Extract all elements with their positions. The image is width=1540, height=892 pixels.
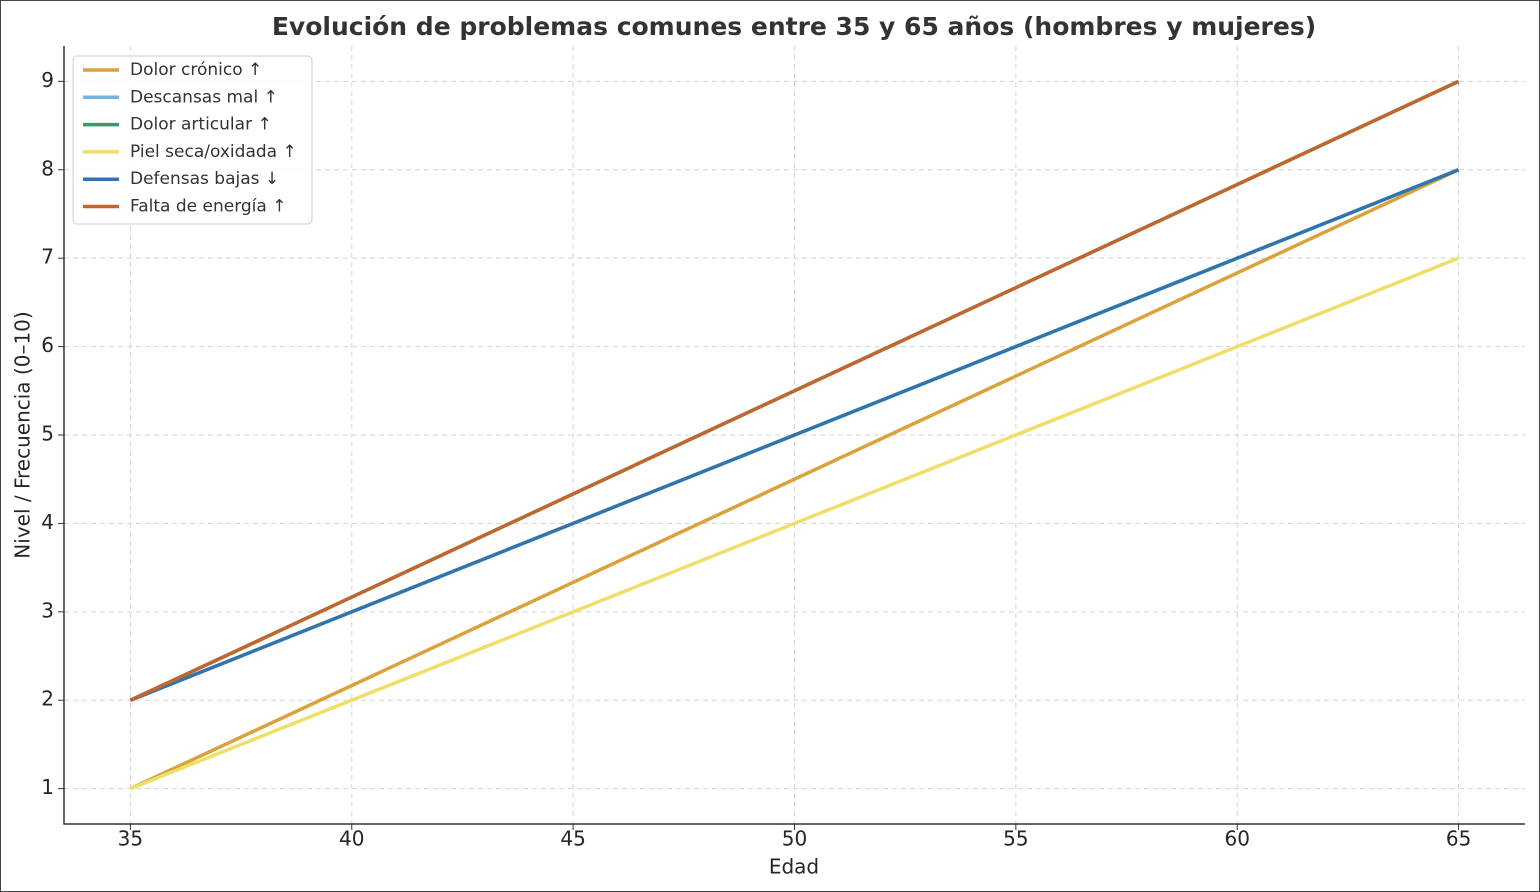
x-tick-label: 65: [1446, 827, 1471, 851]
series-line: [129, 79, 1460, 702]
x-tick-label: 55: [1003, 827, 1028, 851]
x-tick-label: 60: [1225, 827, 1250, 851]
x-tick-label: 45: [560, 827, 585, 851]
x-axis-label: Edad: [769, 855, 819, 879]
legend-label: Defensas bajas ↓: [130, 169, 279, 189]
x-tick-label: 35: [118, 827, 143, 851]
legend-label: Piel seca/oxidada ↑: [130, 142, 297, 162]
legend-box: [72, 55, 313, 225]
legend-label: Descansas mal ↑: [130, 87, 278, 107]
y-tick-label: 5: [41, 422, 54, 446]
x-tick-label: 50: [782, 827, 807, 851]
y-tick-label: 8: [41, 156, 54, 180]
y-tick-label: 6: [41, 333, 54, 357]
axes: [63, 46, 1525, 825]
series-line: [129, 168, 1460, 702]
y-tick-label: 3: [41, 598, 54, 622]
legend-label: Dolor articular ↑: [130, 115, 272, 135]
y-axis-label: Nivel / Frecuencia (0–10): [11, 311, 35, 558]
y-tick-label: 7: [41, 245, 54, 269]
legend-label: Falta de energía ↑: [130, 197, 286, 217]
y-tick-label: 9: [41, 68, 54, 92]
series-line: [129, 256, 1460, 791]
y-tick-label: 1: [41, 775, 54, 799]
legend-label: Dolor crónico ↑: [130, 60, 262, 80]
chart-title: Evolución de problemas comunes entre 35 …: [272, 12, 1316, 41]
y-tick-label: 4: [41, 510, 54, 534]
series-line: [129, 168, 1460, 791]
x-tick-label: 40: [339, 827, 364, 851]
y-tick-label: 2: [41, 687, 54, 711]
